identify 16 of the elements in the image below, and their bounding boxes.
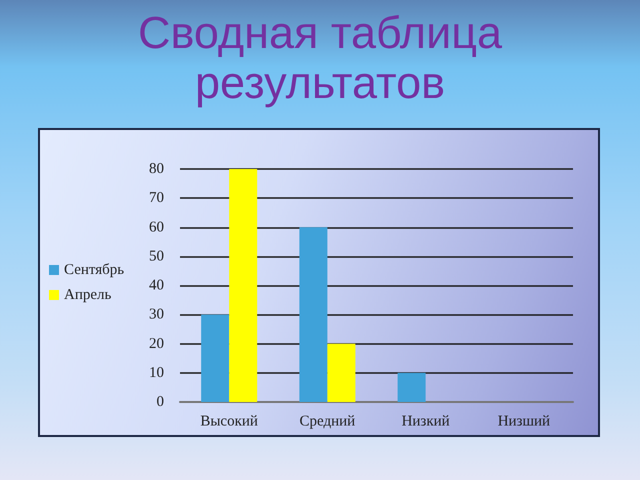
x-tick-label: Низкий [402, 414, 450, 430]
y-tick-label: 60 [149, 219, 164, 236]
y-tick-label: 70 [149, 190, 164, 206]
y-tick-label: 20 [149, 336, 164, 352]
legend-label: Апрель [64, 287, 112, 303]
y-tick-label: 0 [156, 394, 164, 410]
x-tick-label: Высокий [200, 414, 258, 430]
x-tick-label: Средний [300, 414, 356, 430]
y-tick-label: 80 [149, 161, 164, 177]
legend-label: Сентябрь [64, 262, 124, 278]
chart-title: Сводная таблица результатов [136, 7, 504, 108]
y-tick-label: 10 [149, 364, 164, 381]
y-tick-label: 30 [149, 306, 164, 323]
y-tick-label: 40 [149, 278, 164, 294]
y-tick-label: 50 [149, 248, 164, 264]
x-tick-label: Низший [498, 414, 550, 430]
